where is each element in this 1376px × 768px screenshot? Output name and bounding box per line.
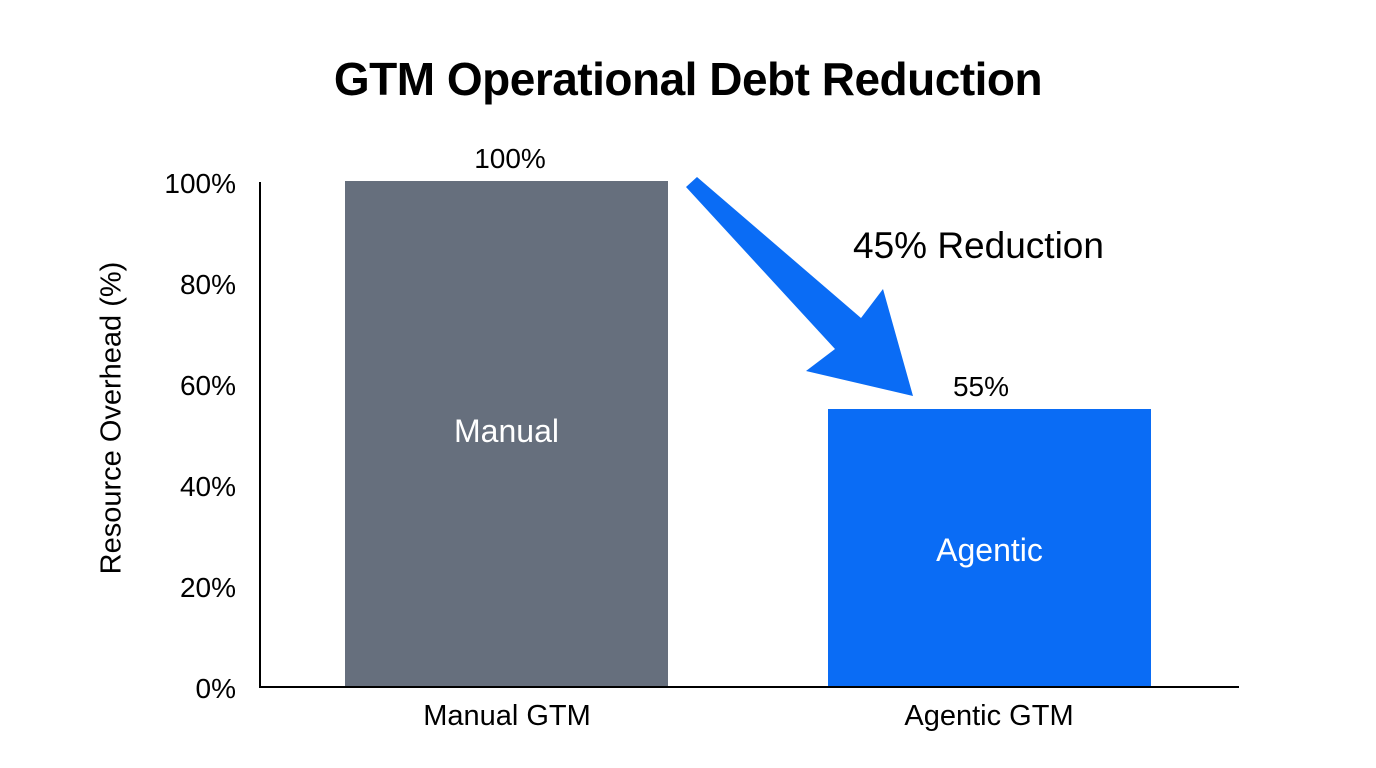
y-tick-0: 0% — [195, 673, 236, 704]
y-tick-40: 40% — [179, 471, 236, 502]
x-axis-line — [259, 686, 1239, 688]
x-tick-agentic-gtm: Agentic GTM — [904, 700, 1074, 732]
chart-title: GTM Operational Debt Reduction — [333, 53, 1043, 105]
y-tick-100: 100% — [164, 168, 236, 199]
reduction-annotation: 45% Reduction — [853, 225, 1104, 266]
bar-agentic-gtm: Agentic — [828, 409, 1151, 687]
y-tick-20: 20% — [179, 572, 236, 603]
value-label-manual: 100% — [474, 143, 546, 174]
bar-manual-gtm: Manual — [345, 181, 668, 687]
y-tick-80: 80% — [179, 269, 236, 300]
y-axis-line — [259, 182, 261, 688]
y-tick-60: 60% — [179, 370, 236, 401]
value-label-agentic: 55% — [952, 371, 1010, 402]
x-tick-manual-gtm: Manual GTM — [423, 700, 591, 732]
bar-label-manual: Manual — [454, 413, 559, 449]
bar-label-agentic: Agentic — [936, 532, 1043, 568]
